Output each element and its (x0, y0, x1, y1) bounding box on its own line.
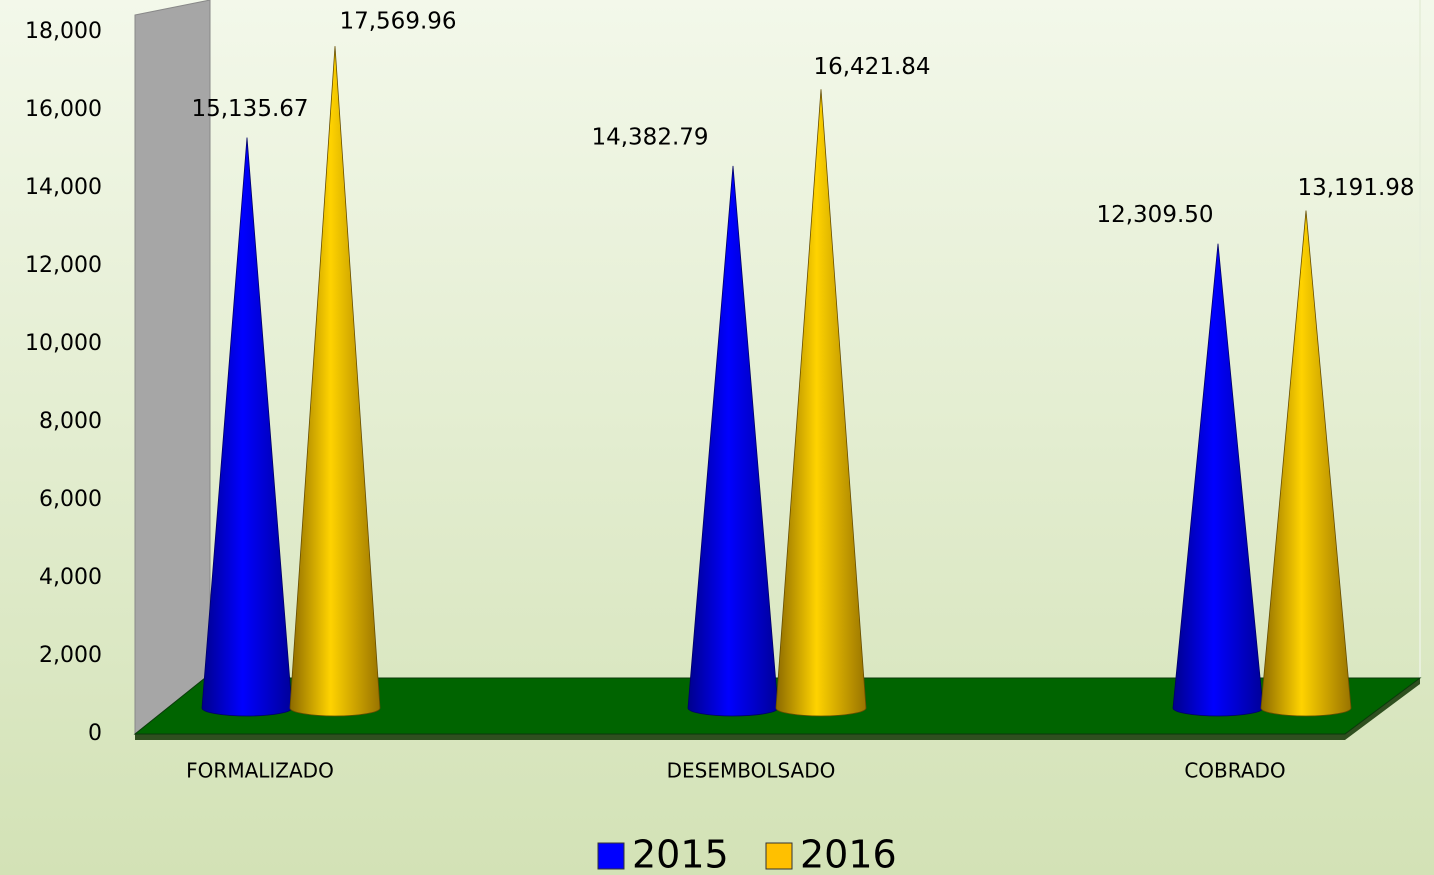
y-tick-label: 0 (88, 721, 102, 746)
y-tick-label: 16,000 (25, 97, 102, 122)
y-tick-label: 4,000 (39, 565, 102, 590)
cone (289, 46, 381, 717)
y-tick-label: 10,000 (25, 331, 102, 356)
data-label: 13,191.98 (1297, 175, 1414, 201)
data-label: 14,382.79 (591, 124, 708, 150)
x-tick-label: COBRADO (1184, 759, 1285, 783)
cone (1172, 243, 1264, 717)
x-tick-label: FORMALIZADO (186, 759, 334, 783)
cone (201, 137, 293, 717)
y-tick-label: 18,000 (25, 19, 102, 44)
floor-side (1345, 678, 1420, 740)
legend-label: 2015 (632, 833, 729, 875)
legend-label: 2016 (800, 833, 897, 875)
data-label: 15,135.67 (191, 96, 308, 122)
y-tick-label: 8,000 (39, 409, 102, 434)
y-tick-label: 12,000 (25, 253, 102, 278)
y-tick-label: 6,000 (39, 487, 102, 512)
x-tick-label: DESEMBOLSADO (667, 759, 836, 783)
y-tick-label: 2,000 (39, 643, 102, 668)
cone (687, 165, 779, 717)
cone (1260, 210, 1352, 717)
legend-swatch (597, 842, 625, 870)
data-label: 16,421.84 (813, 54, 930, 80)
floor-edge (135, 734, 1345, 740)
data-label: 12,309.50 (1096, 202, 1213, 228)
legend-swatch (765, 842, 793, 870)
cone (775, 89, 867, 717)
data-label: 17,569.96 (339, 9, 456, 35)
y-tick-label: 14,000 (25, 175, 102, 200)
